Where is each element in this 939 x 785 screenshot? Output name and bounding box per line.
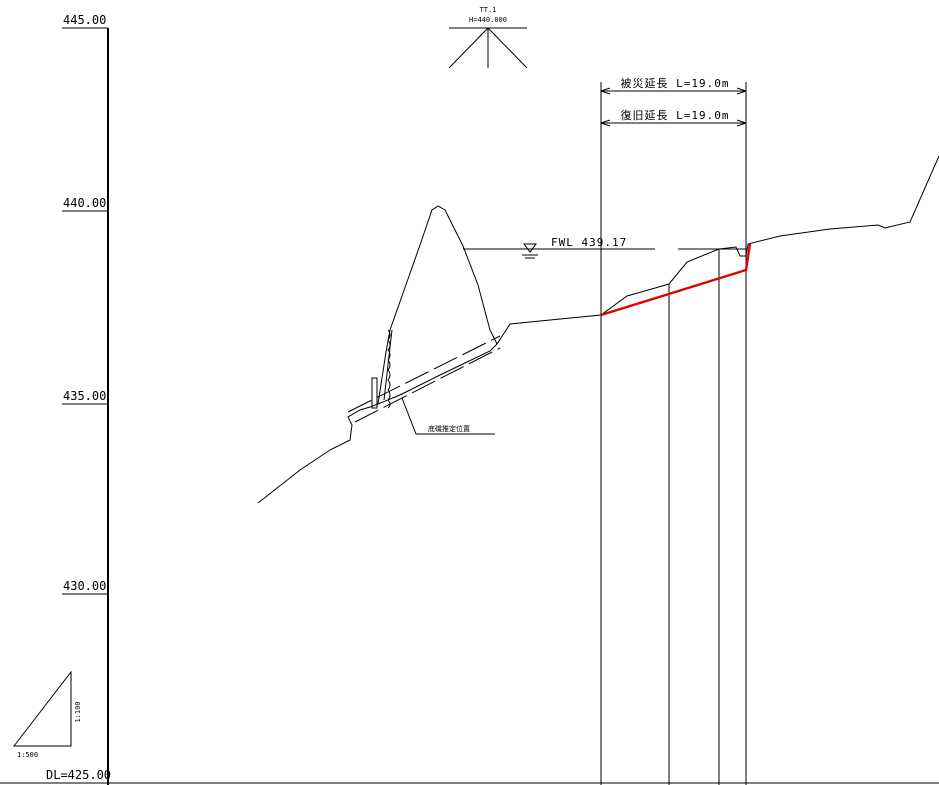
benchmark-name: TT.1 [480,6,497,14]
restoration-line [600,243,752,317]
foundation-leader [401,397,495,435]
restoration-length-label: 復旧延長 L=19.0m [621,109,730,122]
restoration-length-dimension: 復旧延長 L=19.0m [600,109,747,127]
datum-label: DL=425.00 [46,768,111,782]
damage-length-dimension: 被災延長 L=19.0m [600,77,747,95]
tick-label-435: 435.00 [63,389,106,403]
benchmark-symbol: TT.1 H=440.000 [448,6,528,69]
benchmark-height: H=440.000 [469,16,507,24]
estimated-base-dash-lower [354,347,501,423]
ground-profile [257,155,939,504]
water-level: FWL 439.17 [463,236,746,259]
tick-label-440: 440.00 [63,196,106,210]
scale-vertical: 1:100 [74,701,82,722]
foundation-post [371,377,378,409]
scale-horizontal: 1:500 [17,751,38,759]
water-level-label: FWL 439.17 [551,236,627,249]
damage-length-label: 被災延長 L=19.0m [621,77,730,90]
foundation-annotation: 底磯推定位置 [428,424,470,433]
revetment-blocks [387,329,391,409]
embankment-outline [377,205,498,405]
tick-label-430: 430.00 [63,579,106,593]
scale-triangle: 1:100 1:500 [12,670,82,759]
tick-label-445: 445.00 [63,13,106,27]
estimated-base-dash-upper [347,335,501,413]
